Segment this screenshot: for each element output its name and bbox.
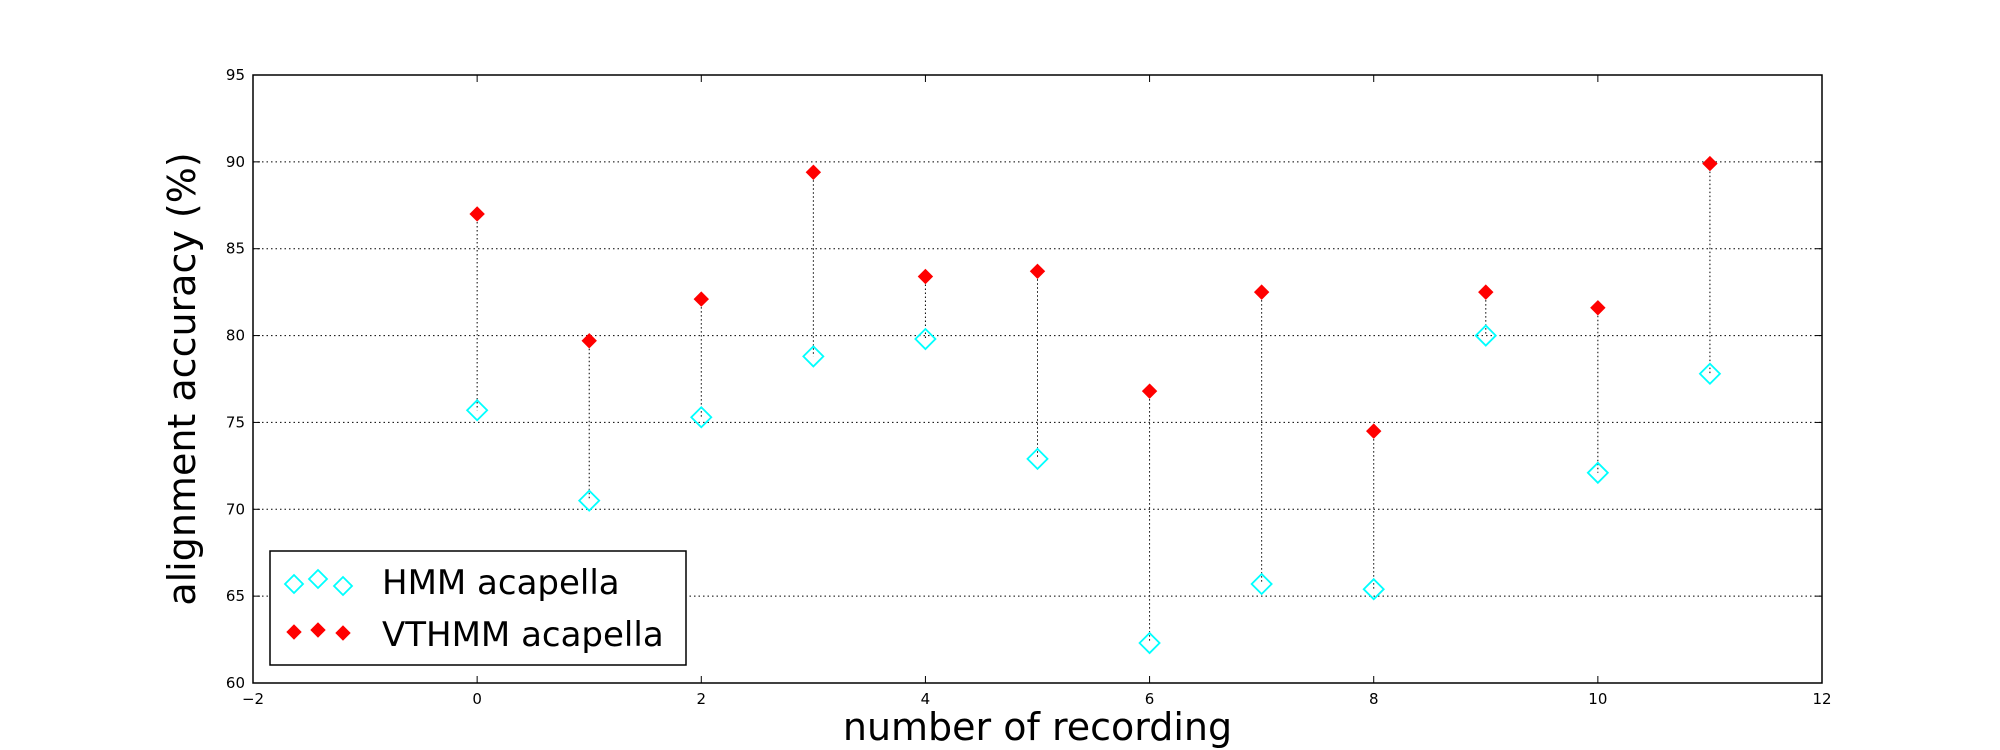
x-axis-title: number of recording xyxy=(843,705,1232,749)
x-tick-label: 2 xyxy=(697,690,707,708)
grid-lines xyxy=(253,161,1822,597)
y-tick-label: 85 xyxy=(226,240,245,258)
vthmm-point xyxy=(693,291,709,307)
hmm-point xyxy=(1138,631,1161,655)
vthmm-point xyxy=(917,268,934,285)
vthmm-point xyxy=(581,333,597,349)
x-tick-label: 6 xyxy=(1145,690,1155,708)
plot-area xyxy=(252,74,1823,684)
y-tick-label: 80 xyxy=(226,327,245,345)
y-tick-label: 75 xyxy=(226,413,245,431)
y-tick-label: 60 xyxy=(226,674,245,692)
hmm-point xyxy=(1026,447,1049,471)
legend-markers xyxy=(283,568,354,641)
y-tick-label: 65 xyxy=(226,587,245,605)
hmm-point xyxy=(1362,577,1385,601)
vthmm-point xyxy=(1478,284,1494,300)
vthmm-point xyxy=(469,206,485,222)
legend-box xyxy=(269,550,687,666)
x-tick-label: 0 xyxy=(472,690,482,708)
legend-vthmm-marker xyxy=(310,622,326,638)
vthmm-point xyxy=(1590,300,1606,316)
x-tick-label: 12 xyxy=(1812,690,1831,708)
hmm-point xyxy=(914,327,937,351)
vthmm-point xyxy=(1366,423,1382,439)
vthmm-point xyxy=(1141,383,1158,399)
vthmm-point xyxy=(1029,263,1046,280)
hmm-point xyxy=(1698,362,1722,386)
hmm-point xyxy=(690,405,713,429)
hmm-point xyxy=(1250,572,1273,596)
data-markers xyxy=(465,155,1722,655)
x-tick-label: 10 xyxy=(1588,690,1607,708)
hmm-point xyxy=(1586,461,1610,485)
legend-vthmm-marker xyxy=(335,625,351,641)
vthmm-point xyxy=(805,164,822,180)
x-tick-label: −2 xyxy=(242,690,264,708)
axis-ticks: 60 65 70 75 80 85 90 95 −2 0 2 4 6 8 10 12 xyxy=(226,66,1832,708)
y-tick-label: 90 xyxy=(226,153,245,171)
hmm-point xyxy=(465,398,489,422)
hmm-point xyxy=(802,345,825,368)
y-tick-label: 95 xyxy=(226,66,245,84)
legend-vthmm-marker xyxy=(286,624,302,640)
hmm-point xyxy=(1474,324,1498,347)
legend-hmm-marker xyxy=(332,575,354,597)
legend-label-vthmm: VTHMM acapella xyxy=(382,615,664,655)
legend-label-hmm: HMM acapella xyxy=(382,563,620,603)
legend-hmm-marker xyxy=(307,568,329,590)
hmm-point xyxy=(577,489,601,512)
y-tick-label: 70 xyxy=(226,500,245,518)
vthmm-point xyxy=(1253,284,1270,300)
x-tick-label: 4 xyxy=(921,690,931,708)
legend: HMM acapella VTHMM acapella xyxy=(269,550,687,666)
legend-hmm-marker xyxy=(283,573,305,595)
x-tick-label: 8 xyxy=(1369,690,1379,708)
y-axis-title: alignment accuracy (%) xyxy=(160,152,204,605)
vthmm-point xyxy=(1702,155,1718,172)
